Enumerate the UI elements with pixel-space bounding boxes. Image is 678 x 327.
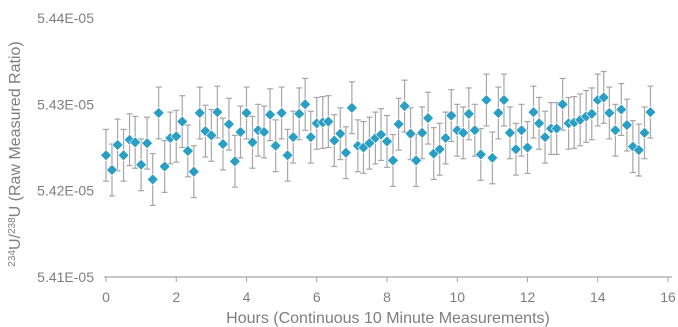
- data-point: [457, 126, 470, 139]
- data-point: [117, 149, 130, 162]
- x-tick-label: 4: [243, 289, 251, 305]
- data-point: [269, 139, 282, 152]
- data-point: [527, 106, 540, 119]
- data-point: [410, 154, 423, 167]
- data-point: [258, 126, 270, 138]
- data-markers: [100, 91, 657, 186]
- data-point: [539, 131, 551, 144]
- y-axis-title-iso1-mass: 234: [7, 250, 18, 267]
- data-point: [515, 124, 528, 137]
- y-axis-ticks: 5.41E-05 5.42E-05 5.43E-05 5.44E-05: [37, 10, 94, 285]
- data-point: [275, 107, 288, 119]
- data-point: [462, 107, 475, 120]
- data-point: [521, 141, 534, 154]
- data-point: [345, 101, 358, 114]
- x-tick-label: 14: [590, 289, 606, 305]
- y-axis-title-suffix: (Raw Measured Ratio): [7, 41, 24, 206]
- data-point: [433, 143, 446, 156]
- data-point: [620, 119, 633, 131]
- y-tick-label: 5.44E-05: [37, 10, 94, 26]
- data-point: [416, 126, 429, 139]
- data-point: [223, 118, 235, 131]
- y-axis-title: 234U/238U (Raw Measured Ratio): [7, 41, 25, 266]
- data-point: [632, 144, 645, 157]
- data-point: [205, 129, 218, 142]
- data-point: [211, 106, 224, 119]
- data-point: [375, 128, 387, 141]
- data-point: [533, 117, 546, 130]
- data-point: [152, 107, 165, 119]
- data-point: [468, 124, 481, 137]
- y-tick-label: 5.41E-05: [37, 269, 94, 285]
- data-point: [638, 126, 651, 139]
- y-axis-title-iso2-symbol: U: [7, 206, 24, 218]
- data-point: [141, 137, 154, 150]
- data-point: [480, 94, 493, 106]
- data-point: [597, 91, 610, 104]
- data-point: [328, 134, 341, 147]
- data-point: [264, 108, 276, 121]
- data-point: [445, 109, 458, 122]
- data-point: [281, 149, 294, 162]
- data-point: [339, 146, 352, 159]
- data-point: [158, 160, 171, 173]
- data-point: [146, 173, 159, 186]
- data-point: [550, 122, 563, 135]
- data-point: [381, 135, 393, 148]
- data-point: [486, 151, 499, 164]
- data-point: [439, 132, 452, 144]
- data-point: [106, 164, 118, 176]
- data-point: [585, 107, 598, 120]
- x-tick-label: 12: [520, 289, 536, 305]
- data-point: [170, 130, 183, 143]
- data-point: [474, 148, 487, 161]
- data-point: [644, 106, 657, 119]
- data-point: [193, 107, 206, 119]
- data-point: [404, 127, 417, 140]
- x-tick-label: 8: [383, 289, 391, 305]
- x-axis-title: Hours (Continuous 10 Minute Measurements…: [226, 310, 550, 327]
- y-axis-title-iso2-mass: 238: [7, 217, 18, 234]
- data-point: [392, 118, 405, 131]
- x-tick-label: 16: [660, 289, 676, 305]
- data-point: [181, 145, 194, 157]
- data-point: [609, 124, 622, 137]
- data-point: [111, 138, 124, 151]
- data-point: [135, 158, 148, 171]
- y-tick-label: 5.42E-05: [37, 183, 94, 199]
- data-point: [299, 98, 312, 111]
- x-axis-ticks: 0 2 4 6 8 10 12 14 16: [102, 277, 676, 305]
- y-tick-label: 5.43E-05: [37, 96, 94, 112]
- data-point: [387, 154, 399, 167]
- data-point: [603, 107, 616, 119]
- data-point: [217, 138, 229, 150]
- data-point: [246, 136, 259, 149]
- data-point: [228, 155, 241, 168]
- data-point: [509, 143, 522, 156]
- data-point: [504, 126, 516, 139]
- x-tick-label: 2: [172, 289, 180, 305]
- x-tick-label: 10: [449, 289, 465, 305]
- data-point: [240, 107, 253, 119]
- data-point: [492, 107, 505, 119]
- data-point: [100, 149, 112, 162]
- data-point: [556, 98, 569, 111]
- x-tick-label: 6: [313, 289, 321, 305]
- data-point: [322, 115, 335, 128]
- data-point: [234, 126, 247, 138]
- data-point: [615, 103, 628, 116]
- x-tick-label: 0: [102, 289, 110, 305]
- data-point: [293, 107, 306, 120]
- y-axis-title-iso1-symbol: U/: [7, 233, 24, 250]
- data-point: [287, 131, 300, 144]
- data-point: [422, 112, 435, 125]
- data-point: [129, 136, 142, 149]
- data-point: [187, 165, 200, 178]
- data-point: [398, 100, 411, 112]
- data-point: [498, 94, 510, 106]
- data-point: [304, 131, 317, 144]
- data-point: [334, 127, 347, 140]
- data-point: [176, 115, 189, 128]
